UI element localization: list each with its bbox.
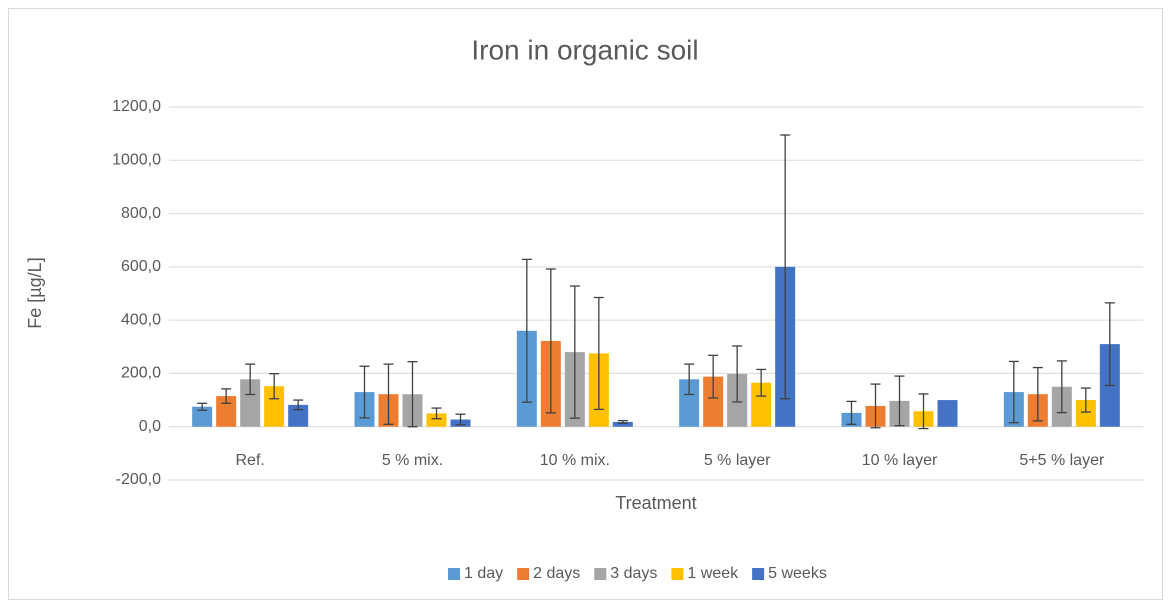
x-axis-title: Treatment xyxy=(615,493,696,513)
error-bar xyxy=(1104,302,1115,387)
error-bar xyxy=(756,368,767,397)
legend-swatch xyxy=(752,568,765,580)
error-bar xyxy=(221,388,232,404)
error-bar xyxy=(293,399,304,411)
chart-title: Iron in organic soil xyxy=(471,34,698,65)
error-bar xyxy=(918,393,929,430)
bar xyxy=(192,406,213,427)
x-tick-label: Ref. xyxy=(235,452,264,469)
bar xyxy=(612,421,633,427)
error-bar xyxy=(1032,366,1043,422)
error-bar xyxy=(545,268,556,414)
error-bar xyxy=(269,373,280,400)
x-tick-label: 5 % layer xyxy=(704,452,771,469)
legend-label: 2 days xyxy=(533,565,580,582)
error-bar xyxy=(1056,360,1067,414)
y-tick-label: 200,0 xyxy=(121,365,161,382)
legend-swatch xyxy=(671,568,684,580)
error-bar xyxy=(617,419,628,424)
bar xyxy=(264,386,285,427)
error-bar xyxy=(383,363,394,425)
error-bar xyxy=(780,134,791,400)
y-tick-label: 1000,0 xyxy=(112,152,161,169)
legend-swatch xyxy=(448,568,460,580)
bar xyxy=(937,400,958,427)
legend-label: 1 week xyxy=(687,565,739,582)
y-tick-label: 1200,0 xyxy=(112,98,161,115)
error-bar xyxy=(732,345,743,403)
error-bar xyxy=(431,407,442,420)
bar xyxy=(240,379,261,427)
bar xyxy=(426,413,447,427)
error-bar xyxy=(359,365,370,419)
bar xyxy=(751,382,772,427)
error-bar xyxy=(684,363,695,396)
error-bar xyxy=(245,363,256,396)
error-bar xyxy=(569,285,580,419)
error-bar xyxy=(1080,387,1091,413)
error-bar xyxy=(593,296,604,411)
y-tick-label: 0,0 xyxy=(139,418,161,435)
legend-label: 5 weeks xyxy=(768,565,827,582)
chart-border xyxy=(8,8,1163,600)
y-axis-title: Fe [µg/L] xyxy=(25,257,45,328)
error-bar xyxy=(197,402,208,411)
error-bar xyxy=(521,258,532,403)
legend-label: 3 days xyxy=(610,565,657,582)
y-tick-label: -200,0 xyxy=(116,471,161,488)
y-tick-label: 800,0 xyxy=(121,205,161,222)
bar xyxy=(1075,400,1096,427)
error-bar xyxy=(870,383,881,429)
x-tick-label: 10 % layer xyxy=(862,452,938,469)
error-bar xyxy=(455,413,466,426)
bar xyxy=(703,376,724,427)
error-bar xyxy=(894,375,905,427)
bar xyxy=(679,379,700,427)
legend-swatch xyxy=(594,568,607,580)
error-bar xyxy=(708,354,719,399)
error-bar xyxy=(407,361,418,428)
bar xyxy=(288,404,309,427)
legend-swatch xyxy=(517,568,530,580)
y-tick-label: 400,0 xyxy=(121,311,161,328)
legend-label: 1 day xyxy=(464,565,503,582)
error-bar xyxy=(846,400,857,425)
x-tick-label: 10 % mix. xyxy=(540,452,610,469)
x-tick-label: 5+5 % layer xyxy=(1019,452,1105,469)
y-tick-label: 600,0 xyxy=(121,258,161,275)
x-tick-label: 5 % mix. xyxy=(382,452,443,469)
error-bar xyxy=(1008,360,1019,424)
